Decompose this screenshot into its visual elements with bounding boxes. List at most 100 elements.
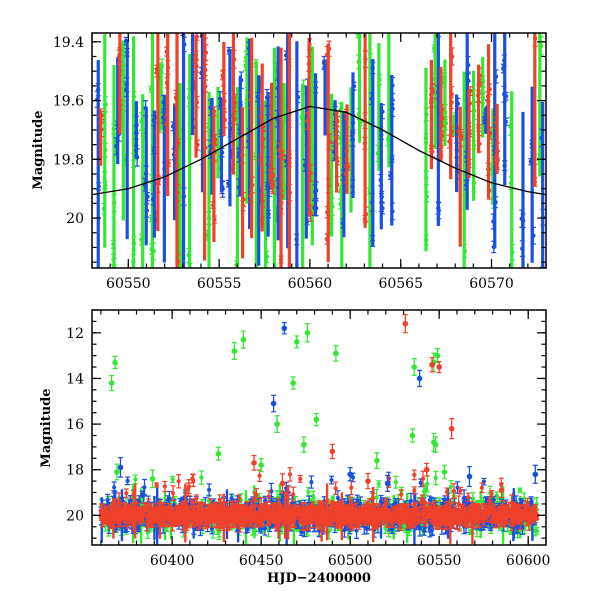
top-red-point xyxy=(494,120,499,126)
top-blue-point xyxy=(369,96,374,101)
top-red-point xyxy=(438,143,444,149)
top-green-point xyxy=(480,95,486,100)
top-blue-point xyxy=(369,199,375,205)
top-red-point xyxy=(449,54,455,59)
top-blue-point xyxy=(134,155,140,160)
top-green-point xyxy=(140,131,146,136)
top-red-point xyxy=(467,131,472,136)
top-blue-point xyxy=(226,181,231,186)
top-red-point xyxy=(308,211,313,216)
top-blue-point xyxy=(351,83,357,89)
top-green-point xyxy=(131,94,137,99)
bottom-green-point xyxy=(393,480,398,485)
top-red-point xyxy=(166,160,171,166)
top-blue-point xyxy=(390,209,395,214)
top-blue-point xyxy=(150,197,156,202)
top-green-point xyxy=(338,135,343,141)
top-green-point xyxy=(423,175,429,181)
top-red-point xyxy=(363,56,368,62)
top-red-point xyxy=(164,80,170,86)
top-green-point xyxy=(431,46,437,51)
top-green-point xyxy=(282,102,287,108)
top-red-point xyxy=(449,129,454,134)
top-blue-point xyxy=(181,194,187,199)
top-blue-point xyxy=(390,106,395,111)
top-green-point xyxy=(489,167,494,172)
top-green-point xyxy=(424,112,429,117)
top-red-point xyxy=(477,73,482,78)
top-red-point xyxy=(231,57,237,62)
top-blue-point xyxy=(501,92,507,97)
top-green-point xyxy=(310,88,315,94)
top-green-point xyxy=(432,76,437,81)
top-green-point xyxy=(244,101,249,106)
top-blue-point xyxy=(228,126,233,131)
top-red-point xyxy=(248,97,253,103)
top-blue-point xyxy=(123,38,129,44)
top-blue-point xyxy=(151,148,157,153)
top-blue-point xyxy=(493,74,499,79)
top-green-point xyxy=(159,64,165,69)
top-green-point xyxy=(508,124,513,129)
top-blue-point xyxy=(350,120,356,125)
top-red-point xyxy=(278,257,284,262)
top-red-point xyxy=(494,161,500,166)
top-blue-point xyxy=(162,166,167,172)
top-red-point xyxy=(195,142,200,148)
top-blue-point xyxy=(313,188,319,193)
top-blue-point xyxy=(370,65,375,71)
top-blue-point xyxy=(275,86,280,91)
top-blue-point xyxy=(503,119,508,124)
top-red-point xyxy=(240,153,245,158)
top-green-point xyxy=(338,201,343,207)
bottom-green-point xyxy=(311,494,316,499)
top-red-point xyxy=(305,118,310,124)
top-blue-point xyxy=(218,131,224,136)
top-blue-point xyxy=(528,159,534,164)
top-green-point xyxy=(310,153,315,158)
top-blue-point xyxy=(190,124,196,129)
top-blue-point xyxy=(390,83,395,88)
top-blue-point xyxy=(502,58,507,63)
bottom-green-point xyxy=(517,488,523,493)
top-red-point xyxy=(308,171,313,176)
top-green-point xyxy=(356,59,361,65)
top-red-point xyxy=(211,202,216,208)
top-red-point xyxy=(487,87,492,92)
top-red-point xyxy=(439,123,444,128)
top-blue-point xyxy=(236,185,242,190)
top-blue-point xyxy=(114,144,119,149)
top-blue-point xyxy=(143,105,148,111)
top-red-point xyxy=(345,164,351,169)
top-red-point xyxy=(466,124,472,129)
top-red-point xyxy=(203,50,209,55)
top-red-point xyxy=(485,167,491,172)
top-green-point xyxy=(424,194,429,200)
top-green-point xyxy=(206,125,212,130)
top-green-point xyxy=(111,126,116,132)
top-red-point xyxy=(193,59,198,64)
top-blue-point xyxy=(455,169,460,175)
top-green-point xyxy=(387,18,391,22)
top-green-point xyxy=(375,151,381,156)
top-red-point xyxy=(324,52,330,57)
top-green-point xyxy=(188,270,192,274)
top-plot-frame xyxy=(91,32,547,269)
top-red-point xyxy=(485,94,491,99)
top-red-point xyxy=(335,159,340,164)
top-blue-point xyxy=(380,109,385,114)
top-red-point xyxy=(258,114,264,119)
bottom-green-point xyxy=(133,477,138,482)
top-blue-point xyxy=(182,42,187,47)
top-red-point xyxy=(333,135,338,141)
top-blue-point xyxy=(255,94,260,100)
top-blue-point xyxy=(170,124,176,129)
top-red-point xyxy=(203,145,208,150)
top-blue-point xyxy=(529,141,535,147)
top-red-point xyxy=(277,147,282,153)
top-blue-point xyxy=(266,211,271,217)
top-blue-point xyxy=(539,135,544,141)
top-blue-point xyxy=(435,90,441,95)
top-red-point xyxy=(449,92,454,97)
